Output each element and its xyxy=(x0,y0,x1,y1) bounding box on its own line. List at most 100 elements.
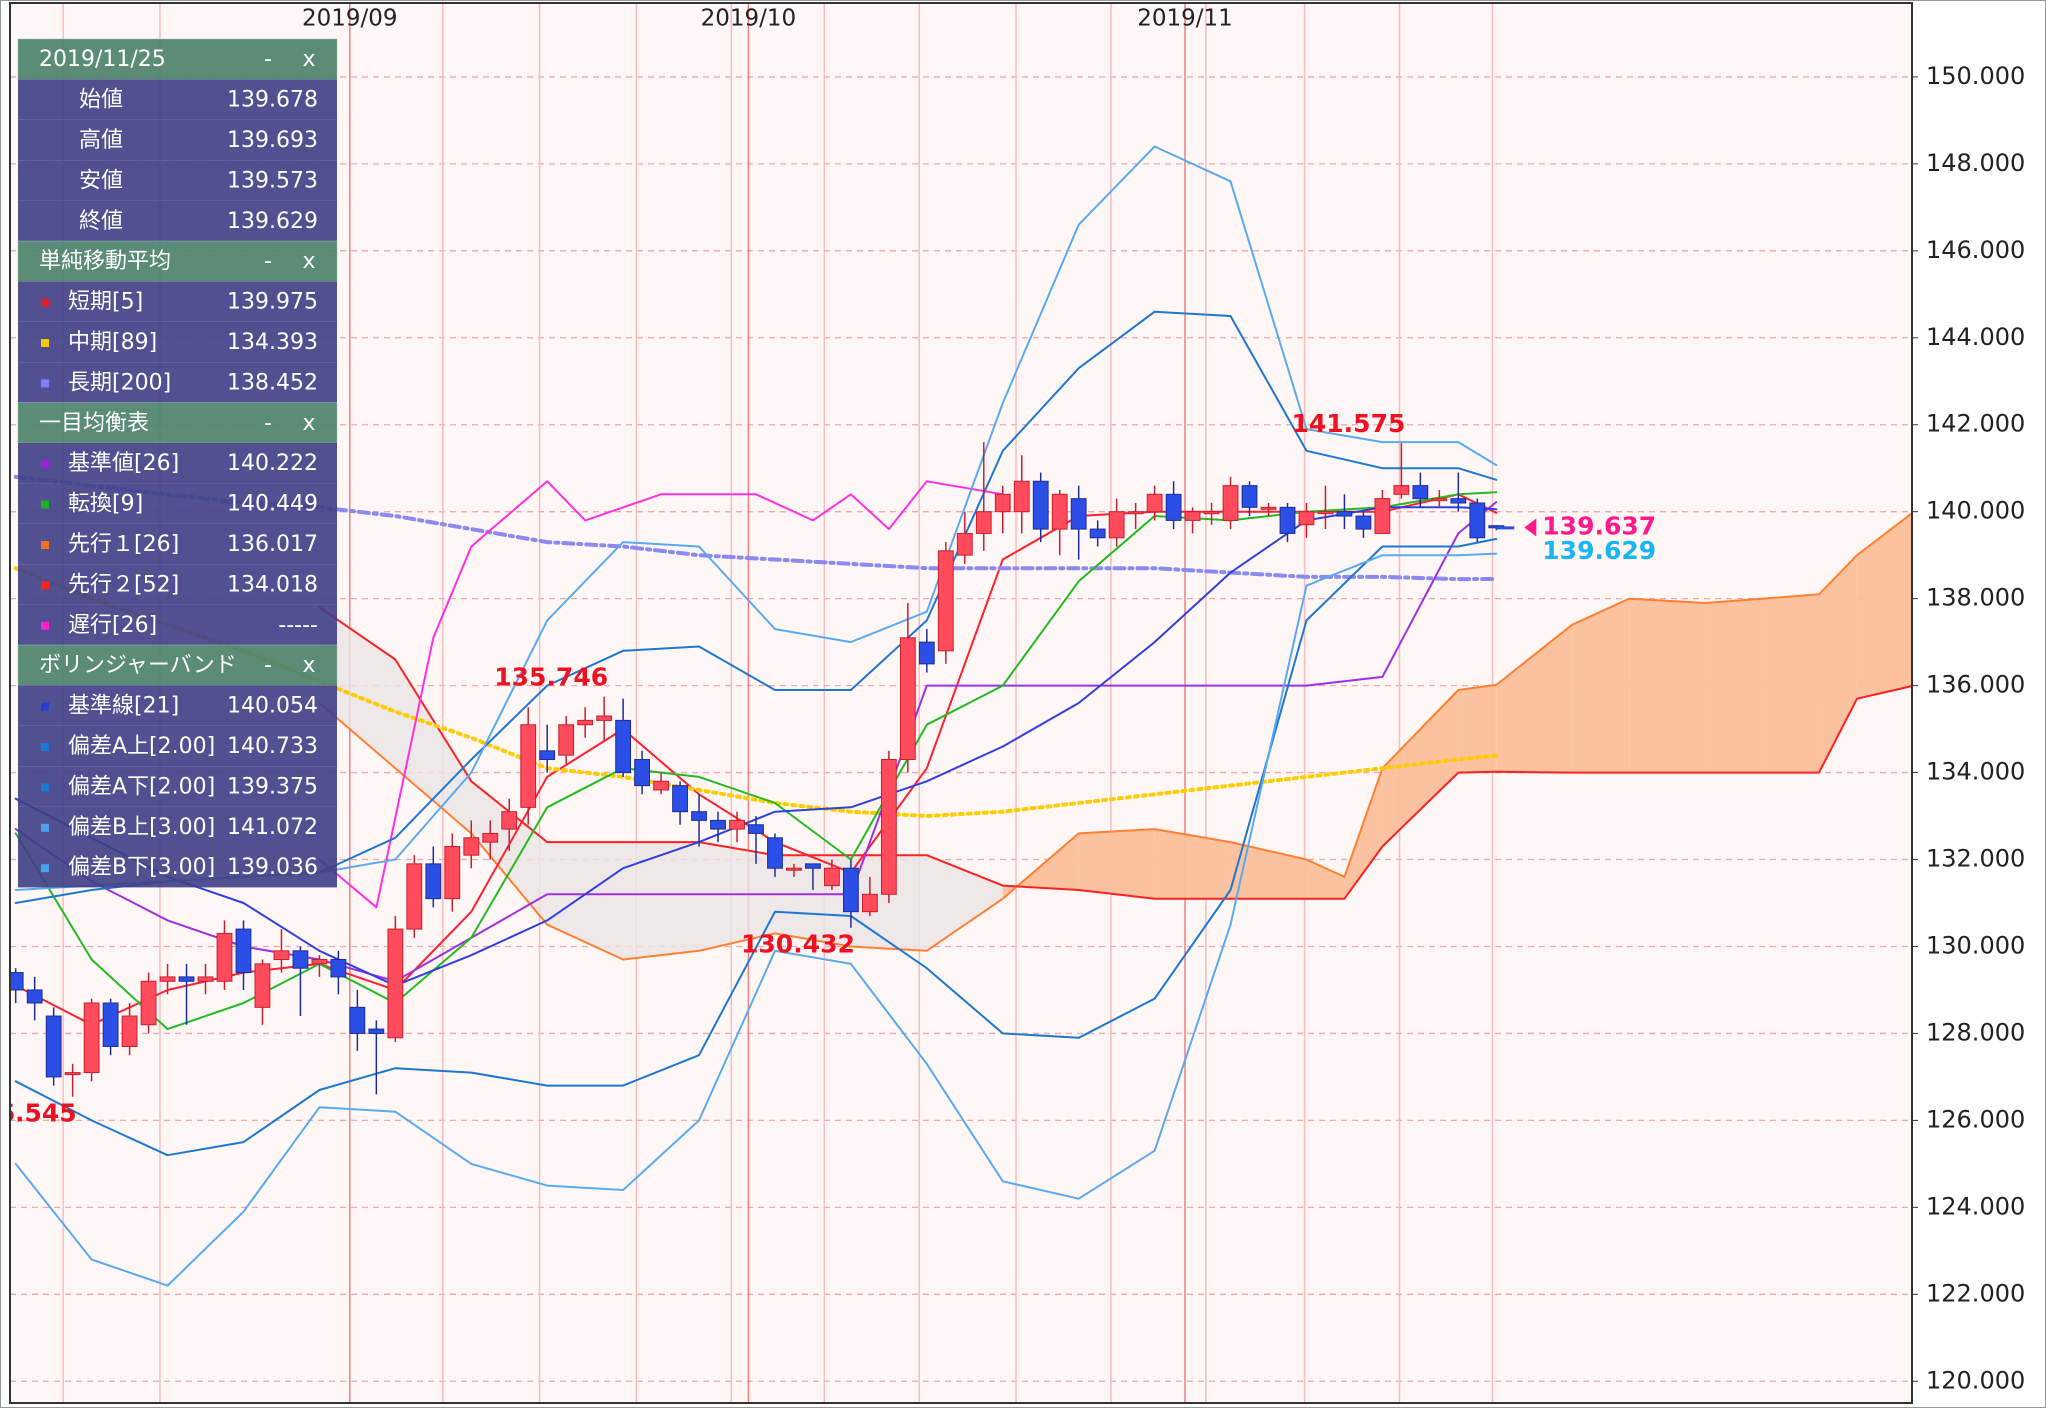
candle-body xyxy=(653,780,669,791)
legend-value: 140.449 xyxy=(227,492,318,517)
candle-body xyxy=(1412,485,1429,500)
panel-row xyxy=(18,362,337,403)
panel-header xyxy=(17,644,338,686)
candle-body xyxy=(121,1015,138,1047)
panel-row xyxy=(18,443,337,484)
candle-body xyxy=(10,972,24,991)
candle-body xyxy=(1469,502,1486,539)
candle-body xyxy=(748,824,764,834)
close-button[interactable]: x xyxy=(302,411,315,436)
candle-body xyxy=(729,819,745,830)
indicator-line xyxy=(318,511,1912,961)
cloud xyxy=(1230,842,1307,899)
legend-value: 140.054 xyxy=(227,694,318,719)
legend-value: 141.072 xyxy=(227,815,318,840)
legend-label: 先行２[52] xyxy=(68,572,179,597)
cloud xyxy=(1762,594,1819,773)
cloud xyxy=(1382,689,1459,847)
minimize-button[interactable]: - xyxy=(264,249,272,274)
legend-value: 139.975 xyxy=(227,290,318,315)
panel-row xyxy=(18,79,337,120)
cloud xyxy=(1306,859,1345,899)
candle-body xyxy=(1146,493,1163,513)
minimize-button[interactable]: - xyxy=(264,653,272,678)
candle-body xyxy=(463,837,480,856)
candle-body xyxy=(1317,511,1334,515)
panel-header xyxy=(17,402,338,444)
legend-label: 遅行[26] xyxy=(68,613,157,638)
price-marker-label: 139.629 xyxy=(1542,536,1656,565)
legend-label: 偏差B上[3.00] xyxy=(68,815,215,840)
candle-body xyxy=(994,493,1011,513)
candle-body xyxy=(425,863,442,900)
price-annotation: 141.575 xyxy=(1292,409,1406,438)
legend-label: 偏差A上[2.00] xyxy=(68,734,215,759)
candle-body xyxy=(615,719,632,774)
legend-swatch xyxy=(41,379,49,388)
legend-swatch xyxy=(41,743,49,751)
candle-body xyxy=(159,976,176,982)
candle-body xyxy=(767,837,783,869)
legend-swatch xyxy=(41,702,49,711)
candle-body xyxy=(672,785,688,813)
candle-body xyxy=(64,1072,81,1076)
panel-row xyxy=(18,725,337,767)
ohlc-value: 139.678 xyxy=(227,88,318,113)
x-tick-label: 2019/11 xyxy=(1137,6,1233,32)
y-tick-label: 148.000 xyxy=(1926,149,2025,177)
panel-row xyxy=(18,281,337,322)
close-button[interactable]: x xyxy=(302,249,315,274)
candle-body xyxy=(1260,506,1277,510)
indicator-line xyxy=(14,552,1498,1287)
legend-value: 140.222 xyxy=(227,451,318,476)
y-tick-label: 122.000 xyxy=(1926,1279,2025,1307)
candle-body xyxy=(1279,506,1296,534)
candle-body xyxy=(311,959,328,965)
candle-body xyxy=(140,980,157,1026)
y-tick-label: 124.000 xyxy=(1926,1192,2025,1220)
legend-value: ----- xyxy=(278,613,318,638)
legend-swatch xyxy=(41,621,49,630)
cloud xyxy=(1344,768,1383,899)
panel-row xyxy=(18,847,337,888)
y-tick-label: 132.000 xyxy=(1926,845,2025,873)
legend-label: 短期[5] xyxy=(68,290,143,315)
candle-body xyxy=(710,819,726,830)
cloud xyxy=(471,781,548,925)
candle-body xyxy=(1203,511,1220,515)
y-tick-label: 140.000 xyxy=(1926,497,2025,525)
minimize-button[interactable]: - xyxy=(264,411,272,436)
candle-body xyxy=(368,1028,385,1034)
indicator-line xyxy=(318,606,1912,900)
cloud xyxy=(395,659,472,834)
y-tick-label: 144.000 xyxy=(1926,323,2025,351)
panel-row xyxy=(18,523,337,565)
close-button[interactable]: x xyxy=(302,47,315,72)
panel-row xyxy=(18,321,337,363)
close-button[interactable]: x xyxy=(302,653,315,678)
legend-value: 139.375 xyxy=(227,774,318,799)
candle-body xyxy=(1241,485,1258,508)
panel-row xyxy=(18,119,337,161)
price-pointer xyxy=(1524,518,1537,537)
candle-body xyxy=(349,1006,366,1034)
ohlc-label: 高値 xyxy=(79,128,123,153)
candle-body xyxy=(216,932,233,982)
indicator-line xyxy=(14,506,1498,987)
cloud xyxy=(1154,829,1231,899)
legend-swatch xyxy=(41,460,49,469)
minimize-button[interactable]: - xyxy=(264,47,272,72)
candle-body xyxy=(1222,485,1239,521)
candle-body xyxy=(45,1015,62,1078)
candle-body xyxy=(634,759,651,787)
legend-value: 138.452 xyxy=(227,370,318,395)
y-tick-label: 150.000 xyxy=(1926,62,2025,90)
ohlc-value: 139.693 xyxy=(227,128,318,153)
panel-header-title: 単純移動平均 xyxy=(39,249,171,274)
y-tick-label: 126.000 xyxy=(1926,1105,2025,1133)
candle-body xyxy=(330,959,347,978)
candle-body xyxy=(482,832,499,843)
indicator-line xyxy=(14,501,1498,983)
candle-body xyxy=(1127,511,1144,515)
